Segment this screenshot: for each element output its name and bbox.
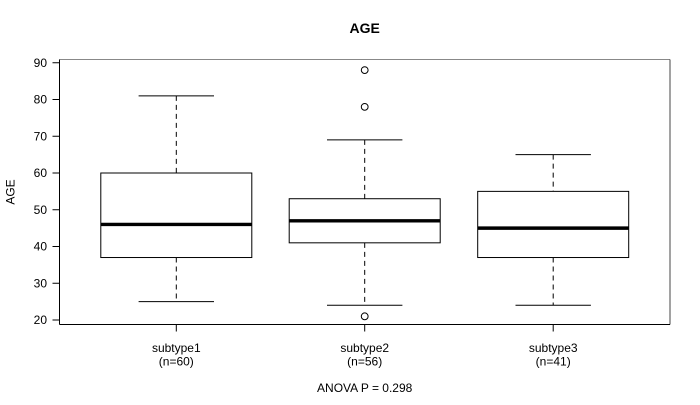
- y-tick-label: 30: [34, 276, 48, 290]
- group-label: subtype1: [152, 341, 201, 355]
- y-tick-label: 60: [34, 166, 48, 180]
- y-tick-label: 40: [34, 240, 48, 254]
- group-n-label: (n=56): [347, 355, 382, 369]
- outlier-point: [360, 66, 369, 74]
- group-label: subtype3: [529, 341, 578, 355]
- chart-title: AGE: [350, 20, 380, 36]
- y-tick-label: 70: [34, 129, 48, 143]
- outlier-point: [360, 102, 369, 111]
- outlier-point: [360, 312, 369, 321]
- y-tick-label: 80: [34, 93, 48, 107]
- anova-annotation: ANOVA P = 0.298: [317, 381, 413, 395]
- iqr-box: [100, 172, 253, 259]
- y-tick-label: 20: [34, 313, 48, 327]
- group-n-label: (n=41): [536, 355, 571, 369]
- group-n-label: (n=60): [159, 355, 194, 369]
- iqr-box: [477, 190, 630, 259]
- y-tick-label: 90: [34, 56, 48, 70]
- y-axis-title: AGE: [4, 179, 18, 204]
- chart-plot-area: 2030405060708090subtype1(n=60)subtype2(n…: [34, 56, 671, 369]
- y-tick-label: 50: [34, 203, 48, 217]
- group-label: subtype2: [340, 341, 389, 355]
